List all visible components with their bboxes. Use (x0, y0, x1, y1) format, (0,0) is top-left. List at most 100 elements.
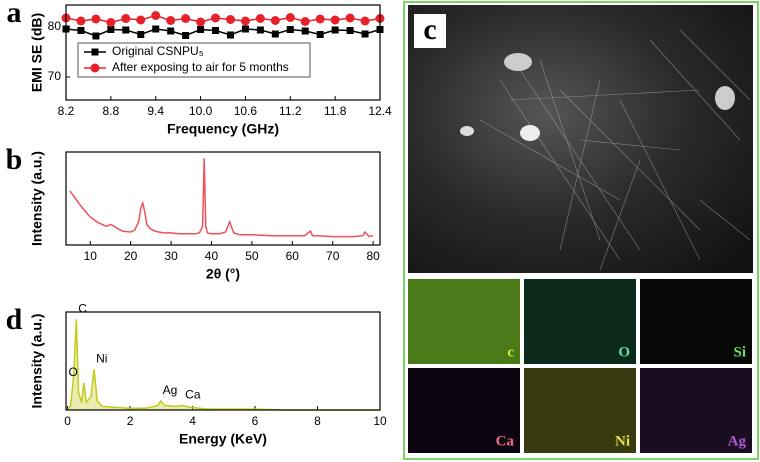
marker (181, 14, 191, 23)
panel-border (403, 1, 759, 460)
x-tick-label: 11.8 (324, 104, 347, 118)
marker (315, 14, 325, 24)
peak-label: Ca (185, 388, 201, 402)
marker (121, 14, 131, 23)
marker (91, 14, 101, 24)
plot-frame (65, 4, 381, 101)
peak-label: Ag (163, 383, 178, 397)
y-axis-label: Intensity (a.u.) (29, 314, 45, 409)
particle (520, 125, 540, 141)
marker (270, 16, 280, 25)
marker (107, 26, 115, 33)
series-line (65, 14, 381, 24)
y-tick-label: 80 (48, 19, 62, 33)
marker (241, 25, 249, 33)
x-tick-label: 20 (124, 249, 138, 263)
x-tick-label: 6 (252, 414, 259, 428)
panel-label: c (423, 13, 436, 46)
legend-label: After exposing to air for 5 months (112, 60, 289, 74)
legend-marker (90, 63, 100, 73)
y-axis-label: EMI SE (dB) (29, 13, 45, 92)
marker (331, 26, 339, 34)
y-axis-label: Intensity (a.u.) (29, 151, 45, 246)
x-tick-label: 10 (373, 414, 387, 428)
eds-map (408, 368, 520, 453)
marker (92, 32, 100, 40)
marker (77, 27, 85, 34)
map-label: O (618, 344, 630, 360)
marker (271, 30, 279, 38)
marker (211, 13, 221, 23)
marker (152, 25, 160, 33)
particle (460, 126, 474, 136)
marker (212, 27, 220, 34)
peak-label: C (78, 301, 87, 315)
marker (255, 14, 265, 23)
x-tick-label: 0 (64, 414, 71, 428)
y-tick-label: 70 (48, 69, 62, 83)
marker (76, 16, 86, 26)
map-label: Ni (615, 433, 630, 449)
area (67, 319, 380, 410)
map-label: c (507, 344, 514, 360)
x-tick-label: 10.6 (234, 104, 258, 118)
legend-box (77, 42, 311, 78)
x-tick-label: 4 (189, 414, 196, 428)
eds-map (524, 368, 636, 453)
marker (286, 26, 294, 33)
eds-map (640, 279, 752, 364)
x-tick-label: 10.0 (189, 104, 213, 118)
x-tick-label: 8.8 (103, 104, 120, 118)
marker (345, 13, 355, 23)
x-axis-label: Energy (KeV) (179, 431, 267, 447)
x-tick-label: 10 (84, 249, 98, 263)
series-line (66, 319, 380, 411)
peak-label: O (68, 365, 77, 379)
x-tick-label: 40 (205, 249, 219, 263)
panel-label: b (6, 143, 23, 176)
x-tick-label: 80 (366, 249, 380, 263)
marker (226, 31, 234, 39)
x-tick-label: 30 (164, 249, 178, 263)
x-tick-label: 2 (127, 414, 134, 428)
eds-map (408, 279, 520, 364)
panel-label: a (7, 0, 22, 29)
legend-marker (91, 48, 99, 56)
particle (504, 53, 532, 71)
marker (316, 31, 324, 38)
peak-label: Ni (96, 351, 107, 365)
x-axis-label: Frequency (GHz) (167, 121, 279, 137)
marker (301, 27, 309, 35)
marker (300, 17, 310, 26)
marker (225, 15, 235, 24)
x-tick-label: 8 (314, 414, 321, 428)
marker (346, 27, 354, 34)
marker (285, 13, 295, 22)
particle (715, 86, 735, 110)
map-label: Ag (728, 433, 747, 449)
marker (196, 17, 206, 27)
series-line (69, 158, 374, 238)
x-tick-label: 11.2 (279, 104, 302, 118)
marker (256, 26, 264, 34)
eds-map (524, 279, 636, 364)
sem-image (408, 5, 753, 273)
image-panel: c c O Si Ca Ni Ag (403, 1, 759, 460)
map-label: Ca (496, 433, 515, 449)
marker (360, 16, 370, 26)
marker (361, 30, 369, 38)
x-tick-label: 60 (286, 249, 300, 263)
marker (151, 11, 161, 20)
marker (122, 26, 130, 34)
legend-label: Original CSNPU₅ (112, 44, 204, 58)
series-line (65, 28, 381, 37)
x-tick-label: 8.2 (58, 104, 75, 118)
marker (137, 31, 145, 38)
x-tick-label: 12.4 (368, 104, 392, 118)
fibers (479, 29, 751, 271)
x-tick-label: 50 (245, 249, 259, 263)
label-box (414, 14, 446, 48)
marker (106, 18, 116, 27)
x-axis-label: 2θ (°) (206, 266, 240, 282)
